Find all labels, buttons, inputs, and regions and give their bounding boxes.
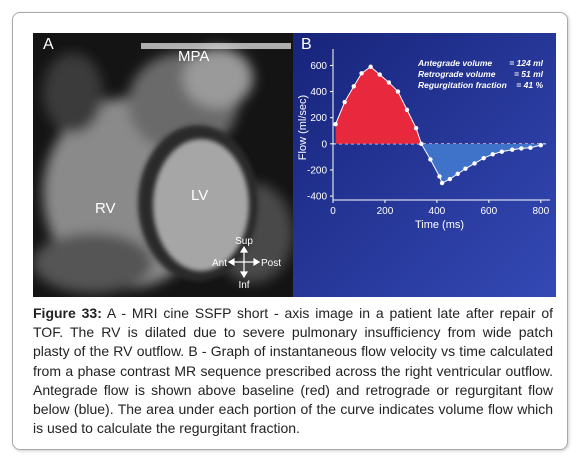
data-point — [481, 155, 486, 161]
caption-label: Figure 33: — [33, 305, 102, 321]
panel-label: B — [301, 36, 312, 53]
data-point — [342, 99, 347, 105]
y-tick-label: 200 — [310, 113, 327, 124]
retrograde-area — [335, 143, 541, 184]
data-point — [447, 176, 453, 182]
structure-label: RV — [95, 200, 116, 217]
y-tick-label: 600 — [310, 61, 327, 72]
flow-chart: B -400 -200 0 200 400 600 0 200 400 600 800 Time (m… — [293, 33, 556, 297]
data-point — [377, 72, 382, 77]
structure-label: MPA — [178, 48, 209, 65]
caption-text: A - MRI cine SSFP short - axis image in … — [33, 305, 553, 437]
x-axis-label: Time (ms) — [415, 219, 464, 231]
mri-image: A MPA RV LV Sup Ant Post Inf — [33, 33, 293, 297]
orientation-cross — [227, 245, 261, 279]
data-point — [455, 171, 460, 177]
orientation-label: Ant — [212, 258, 227, 269]
orientation-label: Post — [261, 258, 281, 269]
data-point — [439, 180, 445, 186]
figure: A MPA RV LV Sup Ant Post Inf B -400 -200 0… — [33, 33, 556, 297]
y-tick-label: 0 — [321, 139, 327, 150]
orientation-label: Sup — [235, 236, 253, 247]
data-point — [437, 174, 442, 179]
data-point — [351, 84, 356, 89]
data-point — [528, 145, 533, 150]
data-point — [499, 149, 505, 154]
data-point — [404, 107, 410, 113]
data-point — [359, 71, 364, 76]
panel-label: A — [43, 36, 54, 53]
data-point — [538, 142, 544, 148]
data-point — [428, 157, 433, 162]
x-tick-label: 600 — [481, 206, 498, 217]
chart-background — [293, 33, 556, 297]
data-point — [519, 146, 524, 151]
y-tick-label: -400 — [307, 192, 327, 203]
annotation-value: = 41 % — [516, 80, 543, 90]
structure-label: LV — [191, 187, 208, 204]
data-point — [395, 89, 401, 94]
data-point — [419, 141, 424, 147]
annotation-label: Retrograde volume — [418, 69, 496, 79]
annotation-label: Regurgitation fraction — [418, 80, 507, 90]
data-point — [510, 147, 515, 152]
data-point — [490, 152, 495, 157]
x-tick-label: 400 — [429, 206, 446, 217]
x-tick-label: 0 — [330, 206, 336, 217]
y-tick-label: -200 — [307, 165, 327, 176]
antegrade-area — [335, 66, 422, 144]
caption: Figure 33: A - MRI cine SSFP short - axi… — [33, 304, 553, 438]
x-tick-label: 800 — [532, 206, 549, 217]
figure-frame — [12, 12, 568, 450]
annotation-label: Antegrade volume — [417, 58, 492, 68]
x-tick-label: 200 — [377, 206, 394, 217]
annotation-value: = 51 ml — [514, 69, 544, 79]
annotation-value: = 124 ml — [509, 58, 543, 68]
data-point — [368, 64, 373, 69]
orientation-label: Inf — [238, 280, 249, 291]
data-point — [386, 80, 392, 85]
data-point — [463, 166, 468, 171]
data-point — [333, 122, 338, 127]
data-point — [413, 125, 419, 131]
y-axis-label: Flow (ml/sec) — [297, 95, 309, 160]
data-point — [472, 161, 477, 166]
y-tick-label: 400 — [310, 87, 327, 98]
